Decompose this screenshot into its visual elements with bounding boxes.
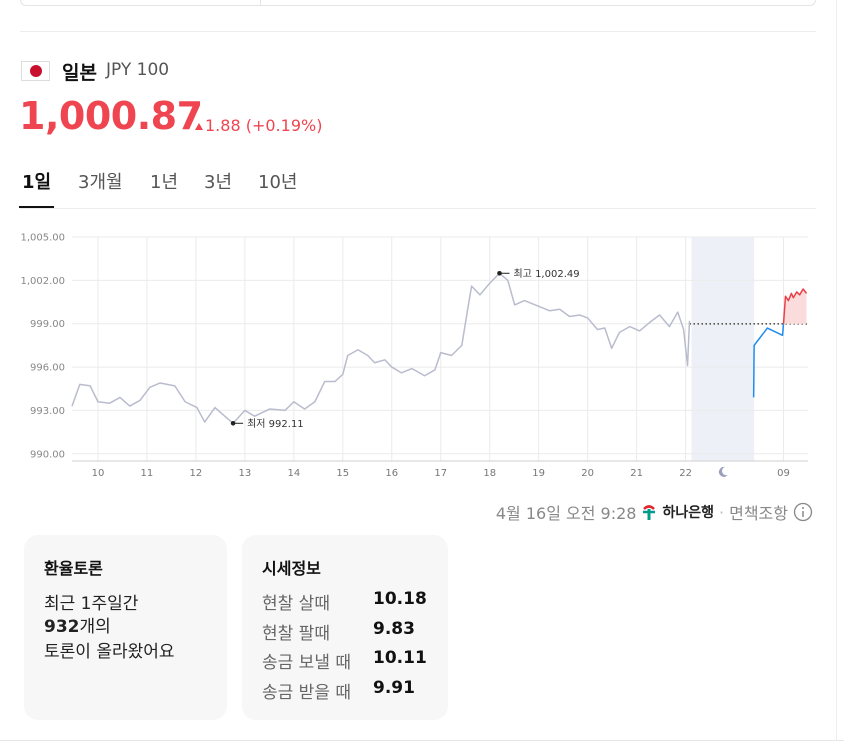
currency-code: JPY 100: [106, 60, 170, 80]
currency-name: 일본: [62, 62, 97, 84]
count-suffix: 개의: [79, 617, 111, 637]
x-tick-label: 12: [190, 468, 203, 479]
rate-label: 송금 받을 때: [262, 682, 352, 703]
line: [752, 323, 785, 398]
moon-icon: [718, 466, 728, 477]
right-border: [836, 0, 837, 740]
y-tick-label: 1,005.00: [20, 233, 65, 244]
x-tick-label: 14: [287, 468, 300, 479]
count: 932: [44, 617, 80, 637]
line: [782, 288, 808, 324]
timestamp: 4월 16일 오전 9:28: [495, 504, 637, 523]
annotation-label: 최고 1,002.49: [513, 268, 579, 280]
y-tick-label: 1,002.00: [20, 276, 65, 287]
x-tick-label: 09: [777, 468, 790, 479]
y-tick-label: 990.00: [30, 449, 65, 460]
bank-logo: [643, 505, 656, 520]
annotation-label: 최저 992.11: [247, 418, 304, 430]
rate-label: 현찰 팔때: [262, 623, 330, 644]
card-line: 토론이 올라왔어요: [44, 642, 175, 662]
price: 1,000.87: [19, 94, 203, 138]
x-tick-label: 19: [532, 468, 545, 479]
x-tick-label: 15: [336, 468, 349, 479]
rate-value: 10.18: [373, 589, 427, 609]
divider: [20, 31, 816, 32]
night-band: [691, 237, 755, 461]
tab[interactable]: 1년: [150, 172, 179, 193]
top-box-divider: [260, 0, 261, 6]
x-tick-label: 21: [630, 468, 643, 479]
top-box: [20, 0, 816, 6]
tab-underline: [19, 206, 54, 208]
flag: [21, 61, 50, 81]
card-line: 932개의: [44, 612, 111, 637]
y-tick-label: 996.00: [30, 363, 65, 374]
x-tick-label: 22: [679, 468, 692, 479]
card-line: 최근 1주일간: [44, 594, 139, 614]
bank-name: 하나은행: [662, 505, 715, 521]
rate-value: 9.91: [373, 677, 415, 698]
bottom-border: [0, 740, 844, 741]
info-icon[interactable]: [793, 502, 813, 522]
disclaimer[interactable]: 면책조항: [729, 504, 788, 523]
x-tick-label: 17: [434, 468, 447, 479]
y-tick-label: 993.00: [30, 406, 65, 417]
card-title: 환율토론: [44, 559, 103, 578]
x-tick-label: 18: [483, 468, 496, 479]
rate-value: 9.83: [373, 618, 415, 639]
rate-label: 현찰 살때: [262, 594, 330, 614]
tab[interactable]: 3개월: [78, 172, 123, 193]
y-tick-label: 999.00: [30, 319, 65, 330]
card-title: 시세정보: [262, 559, 321, 578]
tab[interactable]: 10년: [258, 172, 298, 193]
tab[interactable]: 3년: [204, 172, 233, 193]
x-tick-label: 11: [141, 468, 154, 479]
discussion-card[interactable]: 환율토론 최근 1주일간 932개의 토론이 올라왔어요: [24, 535, 227, 720]
x-tick-label: 20: [581, 468, 594, 479]
rate-label: 송금 보낼 때: [262, 653, 352, 673]
tab-divider: [20, 208, 816, 209]
x-tick-label: 10: [92, 468, 105, 479]
x-tick-label: 16: [385, 468, 398, 479]
change: 1.88 (+0.19%): [205, 116, 322, 135]
rates-card: 시세정보 현찰 살때 10.18 현찰 팔때 9.83 송금 보낼 때 10.11 송금 받…: [242, 535, 448, 720]
change-value: 1.88: [205, 116, 241, 135]
line: [71, 272, 691, 425]
tab[interactable]: 1일: [22, 172, 52, 193]
change-percent: (+0.19%): [245, 116, 323, 135]
x-tick-label: 13: [238, 468, 251, 479]
area: [783, 289, 807, 324]
chart: 990.00 993.00 996.00 999.00 1,002.00 1,005.00…: [20, 233, 808, 479]
footer: 4월 16일 오전 9:28 하나은행 · 면책조항: [496, 500, 813, 524]
rate-value: 10.11: [373, 648, 427, 668]
dot: ·: [719, 502, 725, 522]
up-triangle: [195, 123, 203, 130]
